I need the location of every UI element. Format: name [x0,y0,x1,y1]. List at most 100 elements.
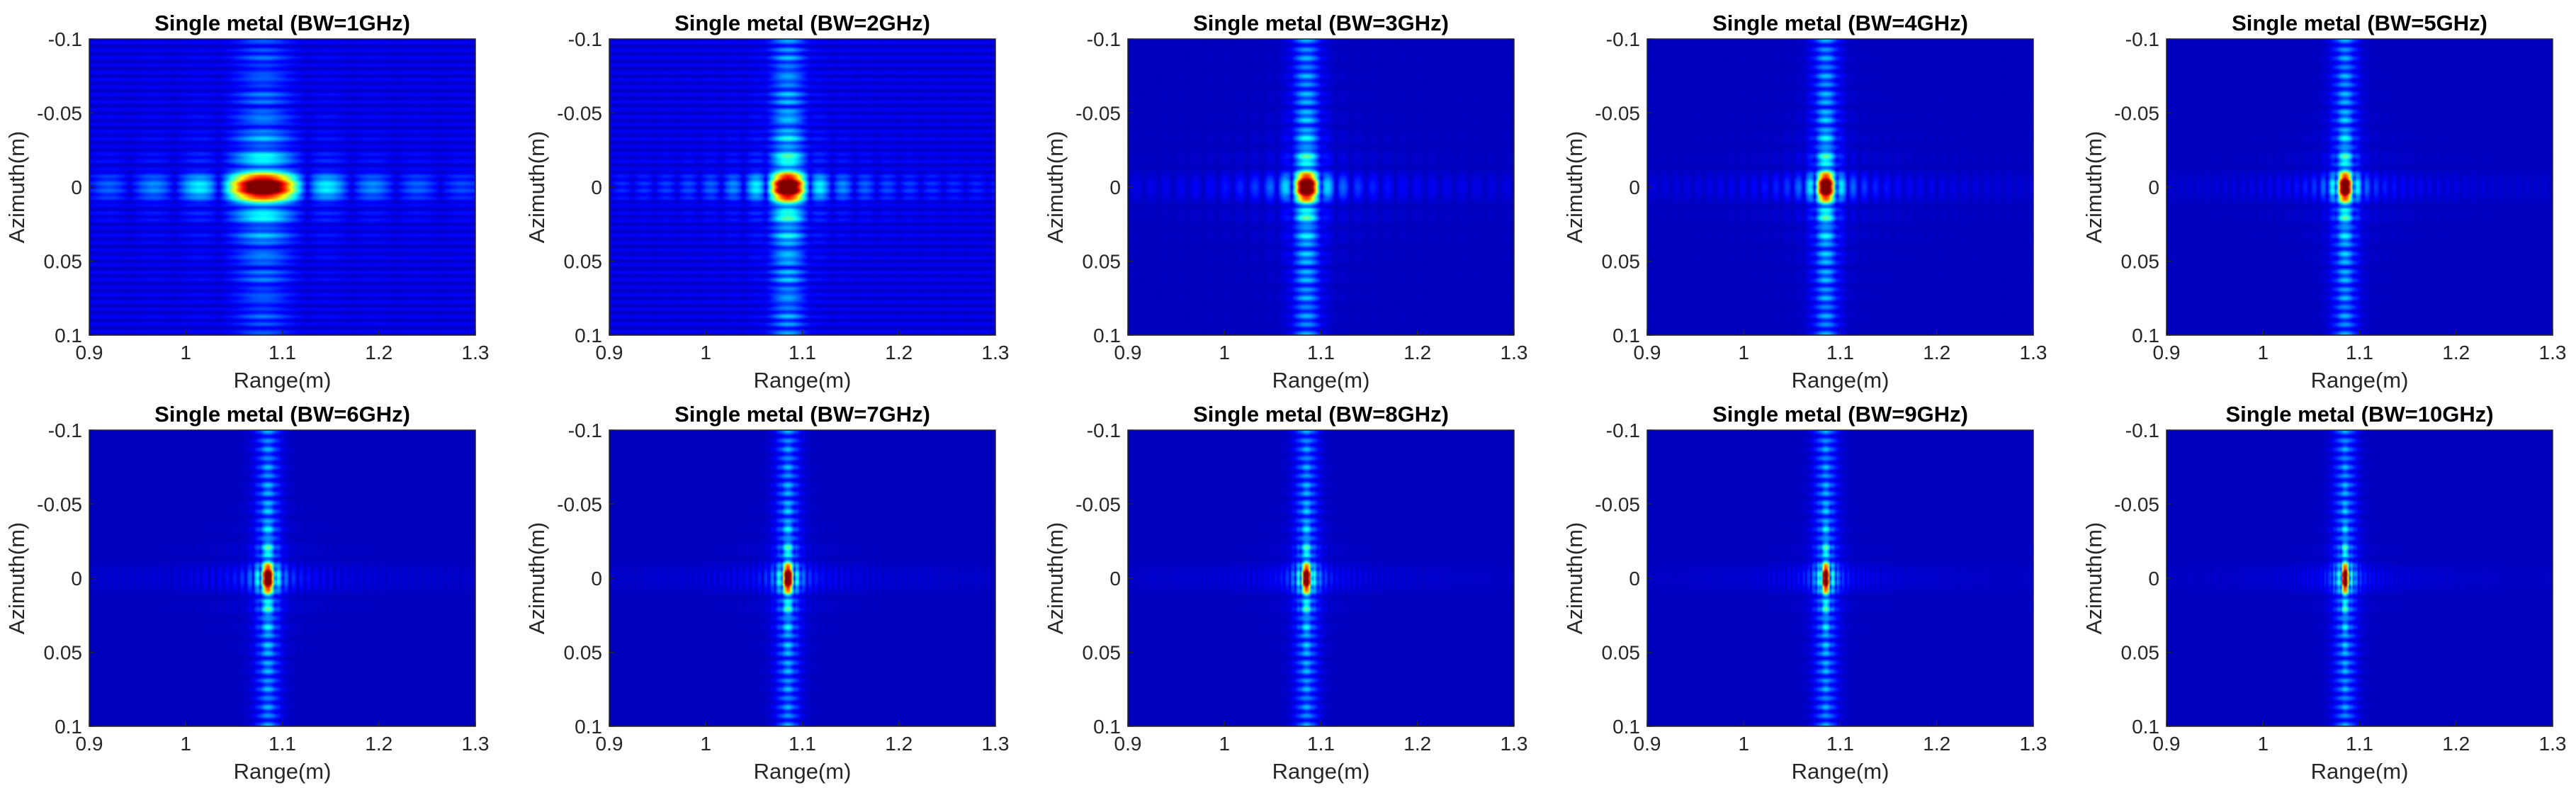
panel-title: Single metal (BW=8GHz) [1193,402,1449,427]
x-tick-label: 1.3 [982,733,1010,755]
y-tick-label: -0.05 [1595,494,1640,516]
x-tick-label: 1.1 [1826,733,1854,755]
y-tick-label: -0.1 [1606,419,1640,441]
y-tick-label: 0 [2148,568,2159,590]
x-tick-label: 1.3 [982,342,1010,364]
x-tick-label: 1.3 [2539,342,2567,364]
x-axis-label: Range(m) [1792,368,1889,393]
x-tick-label: 0.9 [76,733,103,755]
x-tick-label: 1 [1738,342,1749,364]
x-tick-label: 1.1 [2346,342,2373,364]
y-tick-label: 0 [71,568,82,590]
x-tick-label: 1.3 [2020,733,2047,755]
panel-title: Single metal (BW=6GHz) [154,402,410,427]
y-tick-label: 0.05 [1083,251,1122,273]
x-axis-label: Range(m) [1792,759,1889,784]
y-axis-label: Azimuth(m) [524,522,549,634]
x-tick-label: 1.1 [789,733,816,755]
y-tick-label: -0.1 [568,419,602,441]
panel-title: Single metal (BW=10GHz) [2225,402,2493,427]
x-tick-label: 1.1 [789,342,816,364]
heatmap-image [2167,430,2553,726]
heatmap-image [89,39,475,335]
x-tick-label: 1 [2257,733,2269,755]
x-tick-label: 0.9 [1114,342,1142,364]
x-tick-label: 0.9 [1634,733,1661,755]
axes-box [2166,38,2553,336]
x-tick-label: 1.3 [462,342,490,364]
x-tick-label: 1 [700,342,711,364]
x-tick-label: 1 [2257,342,2269,364]
y-tick-label: 0.1 [2132,325,2159,347]
panel-10: 0.9 1 1.1 1.2 1.3 -0.1 -0.05 0 0.05 0.1 Single met… [2081,402,2566,784]
y-tick-label: 0 [591,568,602,590]
y-tick-label: -0.05 [1075,103,1121,125]
x-tick-label: 1.1 [269,342,296,364]
y-axis-label: Azimuth(m) [1562,131,1587,243]
panel-title: Single metal (BW=4GHz) [1712,11,1968,35]
y-tick-label: 0 [1109,176,1121,198]
y-tick-label: 0.1 [1612,325,1640,347]
x-tick-label: 1.3 [462,733,490,755]
y-axis-label: Azimuth(m) [1043,522,1068,634]
y-tick-label: 0.05 [2121,251,2160,273]
heatmap-image [609,39,995,335]
y-tick-label: -0.1 [48,419,82,441]
x-tick-label: 1.2 [365,342,392,364]
x-tick-label: 1 [180,342,191,364]
panel-title: Single metal (BW=7GHz) [674,402,930,427]
x-tick-label: 1.2 [885,733,913,755]
x-tick-label: 1.3 [2539,733,2567,755]
panel-1: 0.9 1 1.1 1.2 1.3 -0.1 -0.05 0 0.05 0.1 Single met… [4,11,489,393]
y-tick-label: -0.05 [557,494,602,516]
x-axis-label: Range(m) [2311,368,2409,393]
panel-7: 0.9 1 1.1 1.2 1.3 -0.1 -0.05 0 0.05 0.1 Single met… [524,402,1009,784]
y-axis-label: Azimuth(m) [2081,522,2106,634]
axes-box [2166,429,2553,727]
x-axis-label: Range(m) [754,759,852,784]
x-tick-label: 1 [1738,733,1749,755]
y-tick-label: 0 [591,176,602,198]
y-tick-label: -0.05 [37,103,82,125]
y-tick-label: -0.05 [2114,103,2159,125]
x-tick-label: 0.9 [1114,733,1142,755]
y-tick-label: 0 [1629,568,1640,590]
y-tick-label: -0.1 [568,28,602,50]
y-tick-label: -0.1 [1606,28,1640,50]
panel-3: 0.9 1 1.1 1.2 1.3 -0.1 -0.05 0 0.05 0.1 Single met… [1043,11,1527,393]
y-tick-label: 0 [1629,176,1640,198]
axes-box [89,38,476,336]
y-tick-label: -0.05 [1075,494,1121,516]
panel-6: 0.9 1 1.1 1.2 1.3 -0.1 -0.05 0 0.05 0.1 Single met… [4,402,489,784]
x-tick-label: 1.1 [1307,733,1335,755]
x-axis-label: Range(m) [234,368,332,393]
axes-box [609,429,996,727]
panel-2: 0.9 1 1.1 1.2 1.3 -0.1 -0.05 0 0.05 0.1 Single met… [524,11,1009,393]
x-axis-label: Range(m) [2311,759,2409,784]
y-axis-label: Azimuth(m) [1562,522,1587,634]
y-axis-label: Azimuth(m) [524,131,549,243]
y-tick-label: 0.1 [55,716,82,738]
y-axis-label: Azimuth(m) [4,131,29,243]
y-tick-label: 0.1 [2132,716,2159,738]
y-tick-label: 0.05 [1083,642,1122,664]
heatmap-image [2167,39,2553,335]
axes-box [1646,429,2034,727]
y-tick-label: -0.1 [48,28,82,50]
x-tick-label: 1.2 [1923,342,1950,364]
y-tick-label: 0.1 [575,325,602,347]
panel-9: 0.9 1 1.1 1.2 1.3 -0.1 -0.05 0 0.05 0.1 Single met… [1562,402,2047,784]
y-tick-label: -0.1 [2125,28,2159,50]
y-tick-label: -0.05 [557,103,602,125]
y-tick-label: 0.05 [2121,642,2160,664]
panel-8: 0.9 1 1.1 1.2 1.3 -0.1 -0.05 0 0.05 0.1 Single met… [1043,402,1527,784]
x-tick-label: 0.9 [1634,342,1661,364]
y-tick-label: 0.1 [1612,716,1640,738]
y-axis-label: Azimuth(m) [2081,131,2106,243]
x-tick-label: 1.2 [1923,733,1950,755]
x-axis-label: Range(m) [234,759,332,784]
panel-title: Single metal (BW=9GHz) [1712,402,1968,427]
y-tick-label: -0.05 [1595,103,1640,125]
heatmap-image [1128,39,1514,335]
